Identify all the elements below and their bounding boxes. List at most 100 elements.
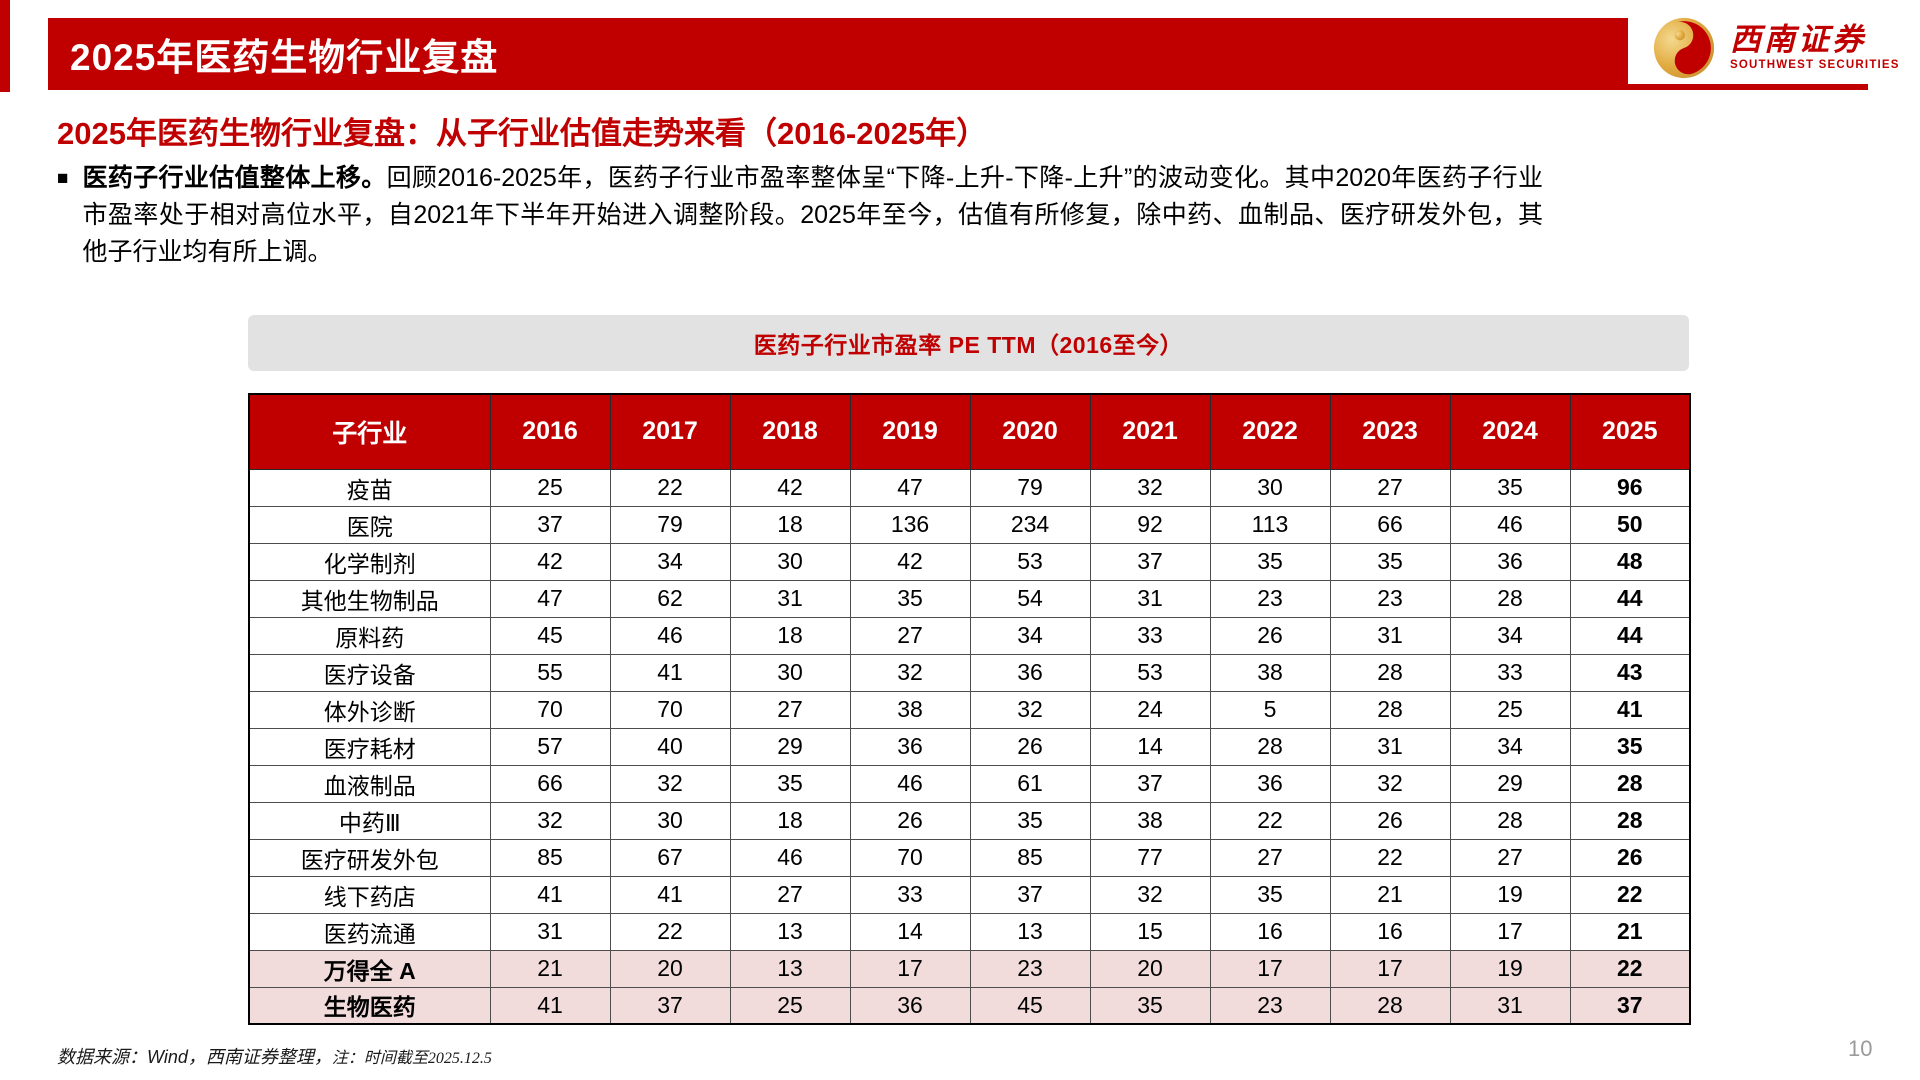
- summary-text-bold: 医药子行业估值整体上移。: [82, 164, 387, 192]
- pe-value-cell: 41: [609, 653, 731, 692]
- source-footnote: 数据来源：Wind，西南证券整理，注：时间截至2025.12.5: [57, 1043, 492, 1069]
- pe-value-cell: 37: [969, 875, 1091, 914]
- pe-value-cell: 28: [1569, 801, 1691, 840]
- table-body: 疫苗 25 22 42 47 79 32 30 27 35 96 医院 37 79 18 136 234 92 11…: [248, 468, 1691, 1025]
- table-row: 化学制剂 42 34 30 42 53 37 35 35 36 48: [248, 542, 1691, 581]
- pe-value-cell: 46: [729, 838, 851, 877]
- pe-value-cell: 22: [1569, 949, 1691, 988]
- pe-value-cell: 55: [489, 653, 611, 692]
- pe-value-cell: 28: [1449, 801, 1571, 840]
- company-logo: 西南证券 SOUTHWEST SECURITIES: [1652, 12, 1898, 84]
- pe-value-cell: 13: [729, 949, 851, 988]
- pe-value-cell: 26: [1569, 838, 1691, 877]
- pe-value-cell: 42: [849, 542, 971, 581]
- table-header: 子行业 2016 2017 2018 2019 2020 2021 2022 2023 2024 2…: [248, 393, 1691, 470]
- table-header-row: 子行业 2016 2017 2018 2019 2020 2021 2022 2023 2024 2…: [248, 393, 1691, 470]
- pe-value-cell: 27: [1449, 838, 1571, 877]
- pe-value-cell: 25: [729, 986, 851, 1025]
- pe-value-cell: 31: [1449, 986, 1571, 1025]
- pe-value-cell: 28: [1329, 653, 1451, 692]
- row-label: 疫苗: [248, 468, 491, 507]
- pe-value-cell: 33: [849, 875, 971, 914]
- pe-value-cell: 17: [1329, 949, 1451, 988]
- pe-value-cell: 21: [489, 949, 611, 988]
- pe-value-cell: 17: [849, 949, 971, 988]
- pe-value-cell: 31: [1329, 616, 1451, 655]
- pe-value-cell: 35: [849, 579, 971, 618]
- pe-value-cell: 25: [1449, 690, 1571, 729]
- pe-value-cell: 29: [1449, 764, 1571, 803]
- pe-value-cell: 79: [609, 505, 731, 544]
- pe-value-cell: 32: [849, 653, 971, 692]
- pe-value-cell: 38: [1209, 653, 1331, 692]
- pe-value-cell: 31: [1329, 727, 1451, 766]
- row-label: 血液制品: [248, 764, 491, 803]
- pe-value-cell: 16: [1329, 912, 1451, 951]
- pe-value-cell: 37: [1569, 986, 1691, 1025]
- pe-value-cell: 48: [1569, 542, 1691, 581]
- summary-text-rest: 回顾2016-2025年，医药子行业市盈率整体呈“下降-上升-下降-上升”的波动…: [82, 164, 1543, 266]
- pe-value-cell: 47: [489, 579, 611, 618]
- pe-value-cell: 29: [729, 727, 851, 766]
- column-header-year: 2021: [1089, 393, 1211, 470]
- note-text: 注：时间截至2025.12.5: [331, 1050, 492, 1067]
- pe-ttm-table: 子行业 2016 2017 2018 2019 2020 2021 2022 2023 2024 2…: [248, 393, 1691, 1025]
- table-row: 线下药店 41 41 27 33 37 32 35 21 19 22: [248, 875, 1691, 914]
- table-row: 医疗设备 55 41 30 32 36 53 38 28 33 43: [248, 653, 1691, 692]
- bullet-square-icon: ■: [57, 168, 69, 189]
- pe-value-cell: 32: [969, 690, 1091, 729]
- pe-value-cell: 32: [609, 764, 731, 803]
- row-label: 体外诊断: [248, 690, 491, 729]
- pe-value-cell: 41: [609, 875, 731, 914]
- summary-paragraph: ■ 医药子行业估值整体上移。回顾2016-2025年，医药子行业市盈率整体呈“下…: [57, 160, 1543, 271]
- pe-value-cell: 79: [969, 468, 1091, 507]
- pe-value-cell: 18: [729, 505, 851, 544]
- pe-value-cell: 41: [489, 875, 611, 914]
- logo-underline: [1628, 84, 1868, 90]
- pe-value-cell: 34: [1449, 727, 1571, 766]
- row-label: 化学制剂: [248, 542, 491, 581]
- pe-value-cell: 85: [969, 838, 1091, 877]
- table-title: 医药子行业市盈率 PE TTM（2016至今）: [753, 332, 1184, 358]
- table-row: 医疗研发外包 85 67 46 70 85 77 27 22 27 26: [248, 838, 1691, 877]
- pe-value-cell: 34: [609, 542, 731, 581]
- pe-value-cell: 22: [609, 468, 731, 507]
- row-label: 医院: [248, 505, 491, 544]
- pe-value-cell: 45: [969, 986, 1091, 1025]
- pe-value-cell: 47: [849, 468, 971, 507]
- column-header-year: 2020: [969, 393, 1091, 470]
- column-header-year: 2019: [849, 393, 971, 470]
- pe-value-cell: 70: [609, 690, 731, 729]
- row-label: 医疗设备: [248, 653, 491, 692]
- pe-value-cell: 17: [1449, 912, 1571, 951]
- pe-value-cell: 13: [729, 912, 851, 951]
- pe-value-cell: 38: [849, 690, 971, 729]
- pe-value-cell: 35: [729, 764, 851, 803]
- pe-value-cell: 53: [1089, 653, 1211, 692]
- pe-value-cell: 35: [1089, 986, 1211, 1025]
- table-row: 其他生物制品 47 62 31 35 54 31 23 23 28 44: [248, 579, 1691, 618]
- pe-value-cell: 234: [969, 505, 1091, 544]
- pe-value-cell: 26: [1329, 801, 1451, 840]
- pe-value-cell: 32: [489, 801, 611, 840]
- pe-value-cell: 37: [1089, 542, 1211, 581]
- pe-value-cell: 46: [1449, 505, 1571, 544]
- pe-value-cell: 28: [1449, 579, 1571, 618]
- pe-value-cell: 21: [1569, 912, 1691, 951]
- pe-value-cell: 37: [609, 986, 731, 1025]
- table-row: 医疗耗材 57 40 29 36 26 14 28 31 34 35: [248, 727, 1691, 766]
- column-header-year: 2024: [1449, 393, 1571, 470]
- pe-value-cell: 14: [849, 912, 971, 951]
- pe-value-cell: 30: [609, 801, 731, 840]
- table-row: 生物医药 41 37 25 36 45 35 23 28 31 37: [248, 986, 1691, 1025]
- pe-value-cell: 38: [1089, 801, 1211, 840]
- pe-value-cell: 46: [849, 764, 971, 803]
- table-row: 原料药 45 46 18 27 34 33 26 31 34 44: [248, 616, 1691, 655]
- pe-value-cell: 21: [1329, 875, 1451, 914]
- pe-value-cell: 37: [489, 505, 611, 544]
- row-label: 万得全 A: [248, 949, 491, 988]
- pe-value-cell: 66: [1329, 505, 1451, 544]
- column-header-year: 2023: [1329, 393, 1451, 470]
- pe-value-cell: 41: [1569, 690, 1691, 729]
- pe-value-cell: 27: [729, 690, 851, 729]
